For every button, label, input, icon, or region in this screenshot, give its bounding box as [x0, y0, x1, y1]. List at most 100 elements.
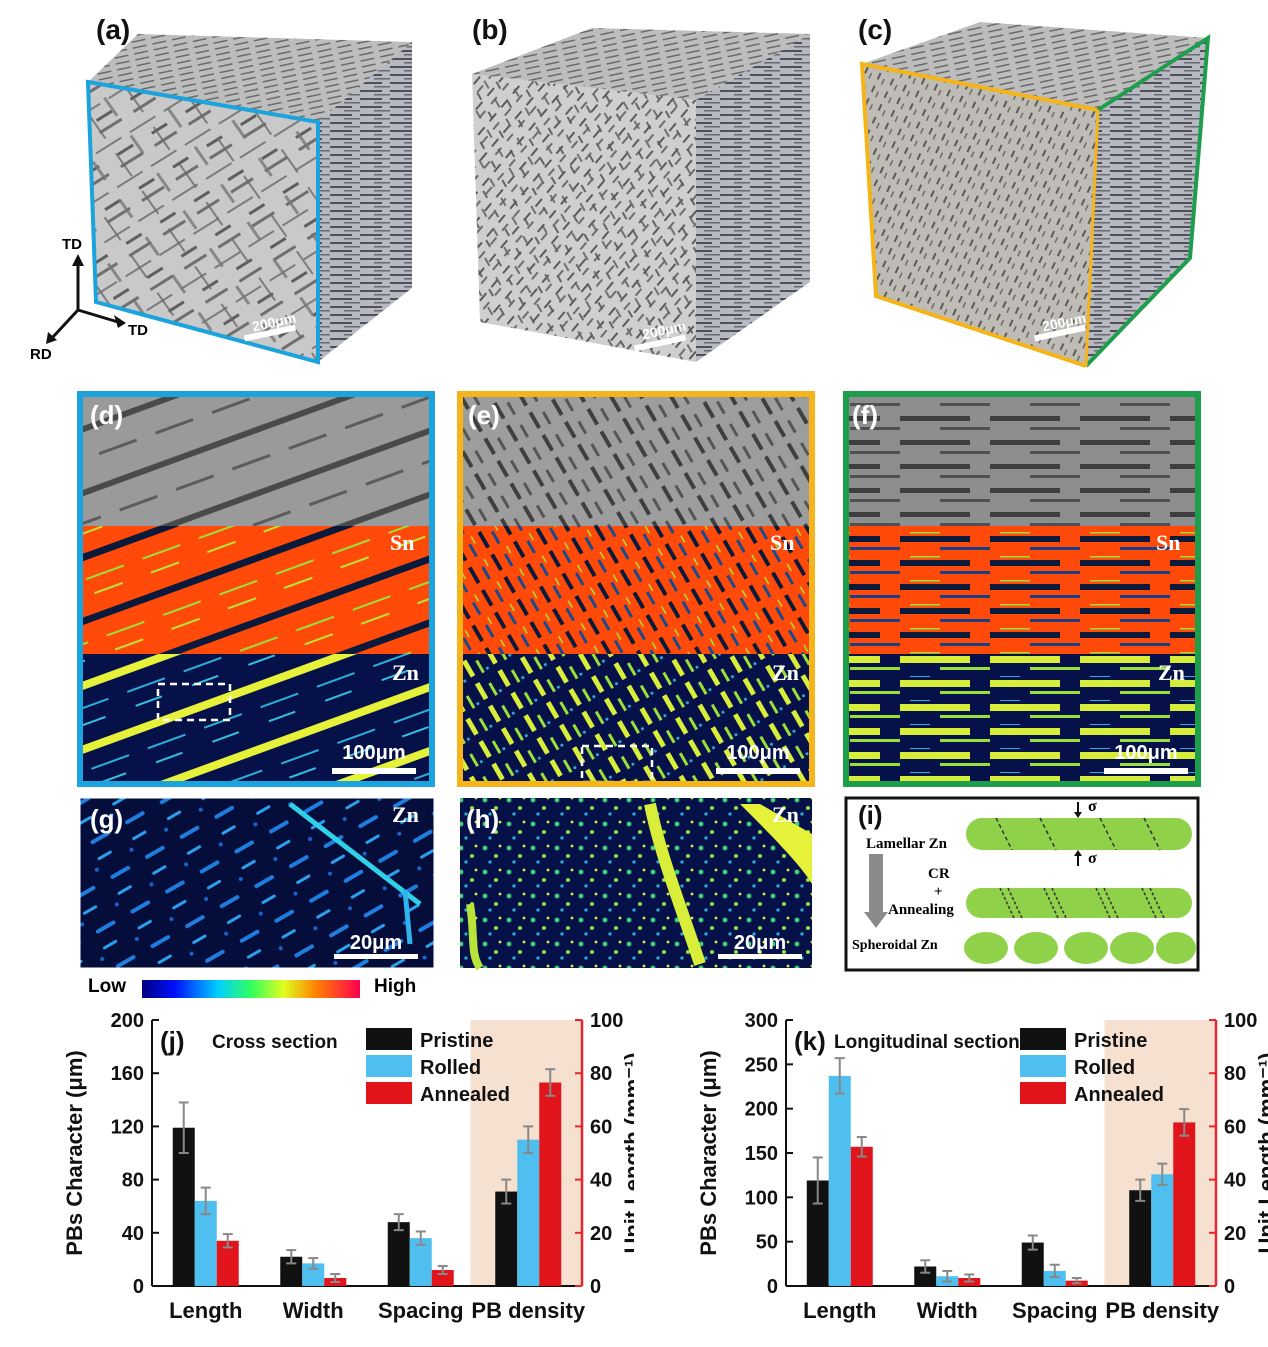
y-right-tick-label: 20	[1224, 1223, 1246, 1245]
scale-bar-label-g: 20μm	[349, 932, 403, 954]
y-tick-label: 100	[745, 1187, 778, 1209]
bar-annealed	[539, 1082, 562, 1286]
panel-label-a: (a)	[96, 14, 131, 45]
panel-label-h: (h)	[466, 804, 500, 834]
label-sn-d: Sn	[390, 530, 415, 555]
chart-j: 0 40 80 120 160 200 0 20 40 60 80 100 Length Width Spa…	[62, 1010, 634, 1323]
panel-label-g: (g)	[90, 804, 124, 834]
schematic-cr: CR	[928, 866, 950, 882]
bar-pristine	[914, 1266, 937, 1286]
y-right-tick-label: 60	[590, 1116, 612, 1138]
scale-bar-label-d: 100μm	[342, 742, 406, 764]
y-tick-label: 160	[111, 1063, 144, 1085]
bar-annealed	[850, 1146, 873, 1286]
bar-rolled	[828, 1075, 851, 1286]
y-right-tick-label: 0	[1224, 1276, 1235, 1298]
y-right-tick-label: 0	[590, 1276, 601, 1298]
label-zn-h: Zn	[772, 802, 799, 827]
x-tick-label: Width	[283, 1298, 344, 1323]
y-tick-label: 150	[745, 1143, 778, 1165]
bar-pristine	[387, 1222, 410, 1286]
y-tick-label: 120	[111, 1116, 144, 1138]
label-zn-d: Zn	[392, 660, 419, 685]
colorbar-high-label: High	[374, 976, 417, 997]
x-tick-label: PB density	[1105, 1298, 1219, 1323]
y-right-tick-label: 20	[590, 1223, 612, 1245]
schematic-lamellar: Lamellar Zn	[866, 836, 947, 852]
bar-annealed	[431, 1270, 454, 1286]
y-tick-label: 40	[122, 1223, 144, 1245]
panel-label: (k)	[794, 1026, 826, 1056]
legend-label: Rolled	[1074, 1057, 1135, 1079]
scale-bar-label-e: 100μm	[726, 742, 790, 764]
panel-label: (j)	[160, 1026, 185, 1056]
legend-swatch-rolled	[366, 1055, 412, 1077]
legend-label: Annealed	[420, 1084, 510, 1106]
panel-label-f: (f)	[852, 400, 878, 430]
bar-pristine	[495, 1191, 518, 1286]
label-zn-f: Zn	[1158, 660, 1185, 685]
scale-bar-label-f: 100μm	[1114, 742, 1178, 764]
panel-label-i: (i)	[858, 800, 883, 830]
legend-label: Pristine	[420, 1030, 493, 1052]
legend-label: Pristine	[1074, 1030, 1147, 1052]
axis-rd: RD	[30, 346, 52, 363]
x-tick-label: Spacing	[378, 1298, 464, 1323]
panel-i-schematic	[844, 796, 1200, 972]
bar-rolled	[194, 1200, 217, 1286]
cube-c	[859, 22, 1211, 368]
bar-rolled	[1043, 1270, 1066, 1286]
label-sn-f: Sn	[1156, 530, 1181, 555]
y-right-tick-label: 100	[1224, 1010, 1257, 1032]
schematic-annealing: Annealing	[888, 902, 954, 918]
label-sn-e: Sn	[770, 530, 795, 555]
cube-a	[85, 34, 412, 365]
bar-rolled	[1151, 1174, 1174, 1286]
y-tick-label: 0	[133, 1276, 144, 1298]
schematic-sigma-bottom: σ	[1088, 850, 1097, 867]
legend-swatch-rolled	[1020, 1055, 1066, 1077]
y-tick-label: 200	[111, 1010, 144, 1032]
panel-g-zoom	[79, 797, 435, 969]
y-tick-label: 300	[745, 1010, 778, 1032]
cube-b	[472, 28, 810, 362]
legend-swatch-pristine	[1020, 1028, 1066, 1050]
y-tick-label: 0	[767, 1276, 778, 1298]
axis-td-right: TD	[128, 322, 148, 339]
bar-pristine	[1021, 1242, 1044, 1286]
legend-swatch-annealed	[1020, 1082, 1066, 1104]
y-right-axis-title: Unit Length (mm⁻¹)	[620, 1052, 634, 1253]
x-tick-label: Length	[169, 1298, 242, 1323]
bar-pristine	[806, 1180, 829, 1286]
schematic-spheroidal: Spheroidal Zn	[852, 938, 938, 953]
y-tick-label: 250	[745, 1054, 778, 1076]
cube-row	[46, 22, 1211, 368]
legend-label: Rolled	[420, 1057, 481, 1079]
y-right-axis-title: Unit Length (mm⁻¹)	[1254, 1052, 1268, 1253]
schematic-sigma-top: σ	[1088, 798, 1097, 815]
bar-pristine	[280, 1256, 303, 1286]
panel-f-maps	[843, 391, 1201, 787]
map-row	[77, 391, 1201, 787]
legend-swatch-pristine	[366, 1028, 412, 1050]
colorbar	[142, 980, 360, 998]
bar-rolled	[409, 1238, 432, 1286]
bar-pristine	[172, 1127, 195, 1286]
x-tick-label: Width	[917, 1298, 978, 1323]
y-right-tick-label: 60	[1224, 1116, 1246, 1138]
panel-label-c: (c)	[858, 14, 893, 45]
label-zn-e: Zn	[772, 660, 799, 685]
scale-bar-label-h: 20μm	[733, 932, 787, 954]
chart-k: 0 50 100 150 200 250 300 0 20 40 60 80 100 Length Widt…	[696, 1010, 1268, 1323]
bar-pristine	[1129, 1190, 1152, 1286]
panel-d-maps	[77, 391, 435, 787]
y-tick-label: 200	[745, 1099, 778, 1121]
chart-title: Cross section	[212, 1032, 338, 1053]
panel-label-d: (d)	[90, 400, 124, 430]
y-right-tick-label: 40	[590, 1170, 612, 1192]
legend-label: Annealed	[1074, 1084, 1164, 1106]
zoom-row	[79, 796, 1200, 998]
y-right-tick-label: 100	[590, 1010, 623, 1032]
colorbar-low-label: Low	[88, 976, 126, 997]
x-tick-label: Spacing	[1012, 1298, 1098, 1323]
